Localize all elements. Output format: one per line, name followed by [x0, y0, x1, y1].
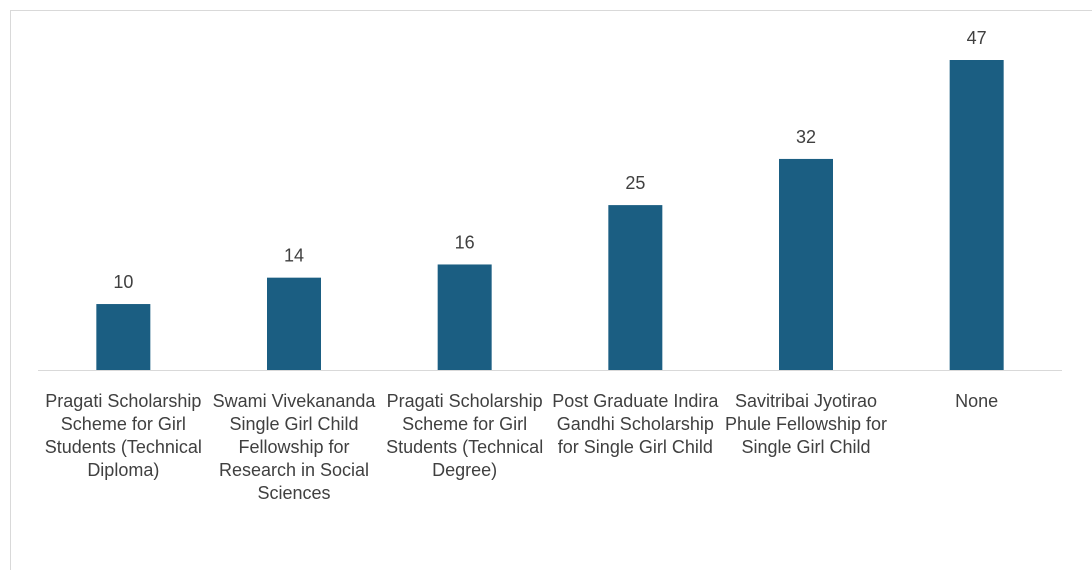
bar: [267, 277, 321, 370]
data-label: 32: [796, 127, 816, 147]
x-tick-label: Pragati Scholarship Scheme for Girl Stud…: [44, 391, 202, 480]
data-label: 25: [625, 173, 645, 193]
data-label: 10: [113, 272, 133, 292]
x-tick-label: Post Graduate Indira Gandhi Scholarship …: [552, 391, 719, 457]
x-tick-label: Pragati Scholarship Scheme for Girl Stud…: [386, 391, 544, 480]
bar: [779, 158, 833, 370]
bar: [949, 60, 1004, 370]
bar: [96, 304, 151, 370]
data-label: 16: [455, 232, 475, 252]
data-label: 14: [284, 246, 304, 266]
x-tick-label: Swami Vivekananda Single Girl Child Fell…: [212, 391, 376, 503]
x-tick-label: None: [955, 391, 999, 411]
x-tick-label: Savitribai Jyotirao Phule Fellowship for…: [724, 391, 888, 457]
data-label: 47: [967, 28, 987, 48]
chart-frame: [10, 10, 1092, 570]
bar: [608, 205, 663, 370]
bar: [437, 264, 492, 370]
